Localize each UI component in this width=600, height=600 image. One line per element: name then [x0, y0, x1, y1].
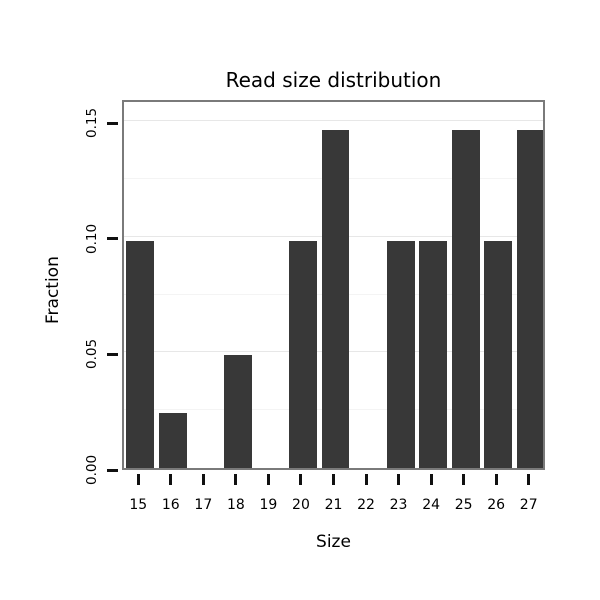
- y-tick-label: 0.10: [84, 223, 100, 254]
- x-tick-label: 15: [129, 497, 148, 513]
- x-tick-label: 19: [259, 497, 278, 513]
- bar-size-16: [158, 412, 187, 468]
- bar-size-23: [386, 241, 415, 468]
- x-tick-mark: [494, 474, 498, 485]
- x-tick-label: 26: [487, 497, 506, 513]
- x-tick-mark: [364, 474, 368, 485]
- y-tick-label: 0.00: [84, 454, 100, 486]
- chart-title: Read size distribution: [225, 68, 442, 92]
- bar-size-24: [419, 241, 448, 468]
- y-tick-label: 0.05: [84, 339, 100, 370]
- y-tick-mark: [107, 352, 118, 356]
- x-tick-label: 18: [226, 497, 245, 513]
- x-tick-label: 23: [389, 497, 408, 513]
- bar-size-27: [516, 130, 543, 468]
- x-tick-mark: [527, 474, 531, 485]
- x-tick-mark: [234, 474, 238, 485]
- bar-size-15: [126, 241, 155, 468]
- x-tick-mark: [397, 474, 401, 485]
- y-tick-mark: [107, 468, 118, 472]
- bar-size-18: [223, 354, 252, 468]
- x-tick-mark: [332, 474, 335, 485]
- major-gridline: [124, 120, 543, 122]
- x-tick-mark: [201, 474, 205, 485]
- x-tick-mark: [136, 474, 140, 485]
- x-tick-mark: [429, 474, 433, 485]
- x-tick-mark: [462, 474, 466, 485]
- x-axis-title: Size: [316, 532, 351, 552]
- y-tick-mark: [107, 121, 118, 125]
- x-tick-label: 25: [454, 497, 473, 513]
- x-tick-label: 24: [422, 497, 441, 513]
- x-tick-mark: [169, 474, 173, 485]
- x-tick-label: 20: [292, 497, 310, 513]
- bar-size-25: [451, 130, 480, 468]
- x-tick-mark: [299, 474, 303, 485]
- x-tick-label: 17: [194, 497, 213, 513]
- bar-size-21: [321, 130, 350, 468]
- plot-panel: [122, 100, 545, 470]
- y-tick-label: 0.15: [84, 108, 100, 139]
- x-tick-mark: [266, 474, 270, 485]
- x-tick-label: 27: [519, 497, 538, 513]
- bar-size-26: [484, 241, 513, 468]
- x-tick-label: 21: [324, 497, 343, 513]
- y-tick-mark: [107, 237, 118, 241]
- x-tick-label: 22: [357, 497, 375, 513]
- y-axis-title: Fraction: [43, 256, 63, 324]
- bar-size-20: [288, 241, 317, 468]
- x-tick-label: 16: [161, 497, 180, 513]
